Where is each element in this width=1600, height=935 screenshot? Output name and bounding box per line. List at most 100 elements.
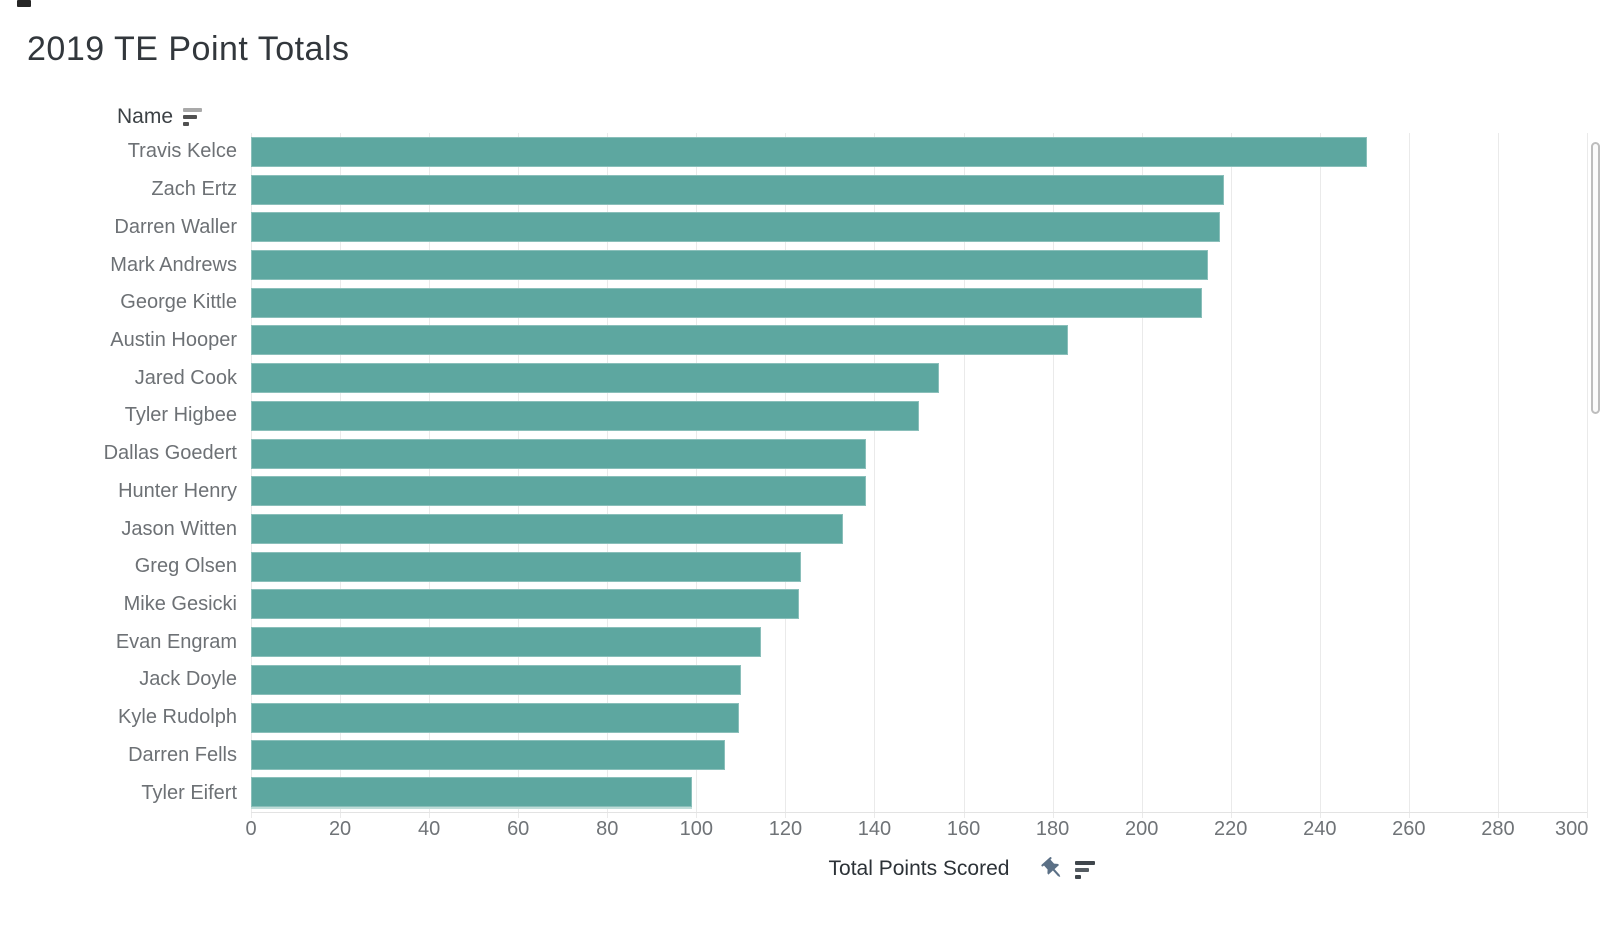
bar[interactable] <box>251 136 1367 167</box>
bar[interactable] <box>251 702 739 733</box>
row-label-cell: Hunter Henry <box>0 472 237 510</box>
row-label-cell: Greg Olsen <box>0 548 237 586</box>
x-axis-title[interactable]: Total Points Scored <box>828 857 1010 880</box>
bar[interactable] <box>251 287 1202 318</box>
bar[interactable] <box>251 476 866 507</box>
row-label[interactable]: George Kittle <box>120 291 237 314</box>
gridline-300 <box>1587 133 1588 818</box>
x-tick-label: 40 <box>418 818 441 840</box>
row-label[interactable]: Hunter Henry <box>118 479 237 502</box>
row-label-cell: Jason Witten <box>0 510 237 548</box>
bar-row <box>251 510 1587 548</box>
bar[interactable] <box>251 212 1220 243</box>
row-label-cell: Evan Engram <box>0 623 237 661</box>
gridline-220 <box>1230 133 1232 818</box>
bar[interactable] <box>251 627 761 658</box>
x-tick-label: 240 <box>1303 818 1337 840</box>
row-label-cell: Jared Cook <box>0 359 237 397</box>
x-tick-label: 220 <box>1214 818 1248 840</box>
row-label-cell: Darren Waller <box>0 208 237 246</box>
bar[interactable] <box>251 740 726 771</box>
bar-row <box>251 472 1587 510</box>
bar-row <box>251 435 1587 473</box>
bars-area <box>251 133 1587 812</box>
row-label-cell: George Kittle <box>0 284 237 322</box>
row-label[interactable]: Tyler Eifert <box>141 781 237 804</box>
gridline-280 <box>1497 133 1499 818</box>
chart-title: 2019 TE Point Totals <box>27 30 350 68</box>
x-axis-line <box>251 812 1587 813</box>
bar-row <box>251 737 1587 775</box>
x-tick-label: 180 <box>1035 818 1070 840</box>
row-label[interactable]: Mark Andrews <box>110 253 237 276</box>
x-tick-label: 260 <box>1392 818 1426 840</box>
bar[interactable] <box>251 363 940 394</box>
gridline-260 <box>1408 133 1410 818</box>
x-tick-label: 60 <box>507 818 530 840</box>
bar-row <box>251 208 1587 246</box>
row-label[interactable]: Jason Witten <box>121 517 237 540</box>
gridline-0 <box>251 133 252 818</box>
gridline-140 <box>874 133 876 818</box>
row-label[interactable]: Tyler Higbee <box>124 404 237 427</box>
bar-row <box>251 359 1587 397</box>
x-tick-label: 200 <box>1124 818 1159 840</box>
row-label[interactable]: Greg Olsen <box>134 555 237 578</box>
gridline-160 <box>963 133 965 818</box>
gridline-40 <box>429 133 431 818</box>
gridline-100 <box>696 133 698 818</box>
bar[interactable] <box>251 174 1225 205</box>
row-label[interactable]: Jared Cook <box>134 366 237 389</box>
gridline-180 <box>1052 133 1054 818</box>
bar-row <box>251 623 1587 661</box>
row-label[interactable]: Darren Fells <box>128 743 237 766</box>
bar-row <box>251 586 1587 624</box>
x-tick-label: 20 <box>328 818 352 840</box>
bar-row <box>251 284 1587 322</box>
bar[interactable] <box>251 777 692 810</box>
bar[interactable] <box>251 551 801 582</box>
bar-row <box>251 774 1587 812</box>
row-label-cell: Kyle Rudolph <box>0 699 237 737</box>
row-label[interactable]: Darren Waller <box>114 215 237 238</box>
row-label-cell: Austin Hooper <box>0 322 237 360</box>
bar[interactable] <box>251 514 844 545</box>
row-label[interactable]: Zach Ertz <box>151 178 237 201</box>
row-label[interactable]: Austin Hooper <box>110 328 237 351</box>
gridlines <box>251 133 1588 818</box>
bar[interactable] <box>251 325 1069 356</box>
row-header-label[interactable]: Name <box>117 105 174 128</box>
gridline-240 <box>1319 133 1321 818</box>
row-label-cell: Mike Gesicki <box>0 586 237 624</box>
row-label[interactable]: Dallas Goedert <box>103 442 237 465</box>
vertical-scrollbar-thumb[interactable] <box>1591 142 1600 414</box>
bar[interactable] <box>251 664 741 695</box>
bar-row <box>251 397 1587 435</box>
x-axis-label-row: Total Points Scored <box>251 854 1587 886</box>
bar[interactable] <box>251 589 799 620</box>
gridline-20 <box>340 133 342 818</box>
bar-row <box>251 661 1587 699</box>
bar-row <box>251 322 1587 360</box>
sort-descending-icon[interactable] <box>1075 861 1095 879</box>
pin-icon[interactable] <box>1040 856 1066 882</box>
x-tick-label: 100 <box>679 818 714 840</box>
row-label[interactable]: Jack Doyle <box>139 668 237 691</box>
row-label-cell: Zach Ertz <box>0 171 237 209</box>
bar[interactable] <box>251 438 866 469</box>
row-label-cell: Travis Kelce <box>0 133 237 171</box>
bar[interactable] <box>251 250 1209 281</box>
row-label[interactable]: Travis Kelce <box>127 140 237 163</box>
row-header: Name <box>117 105 203 129</box>
row-label-cell: Darren Fells <box>0 737 237 775</box>
bar[interactable] <box>251 400 919 431</box>
row-label[interactable]: Kyle Rudolph <box>118 706 237 729</box>
x-tick-label: 80 <box>596 818 619 840</box>
row-label[interactable]: Evan Engram <box>115 630 237 653</box>
x-tick-label: 280 <box>1481 818 1515 840</box>
bar-row <box>251 548 1587 586</box>
sort-descending-icon[interactable] <box>183 108 203 126</box>
row-label[interactable]: Mike Gesicki <box>123 592 237 615</box>
x-tick-label: 300 <box>1554 818 1589 840</box>
